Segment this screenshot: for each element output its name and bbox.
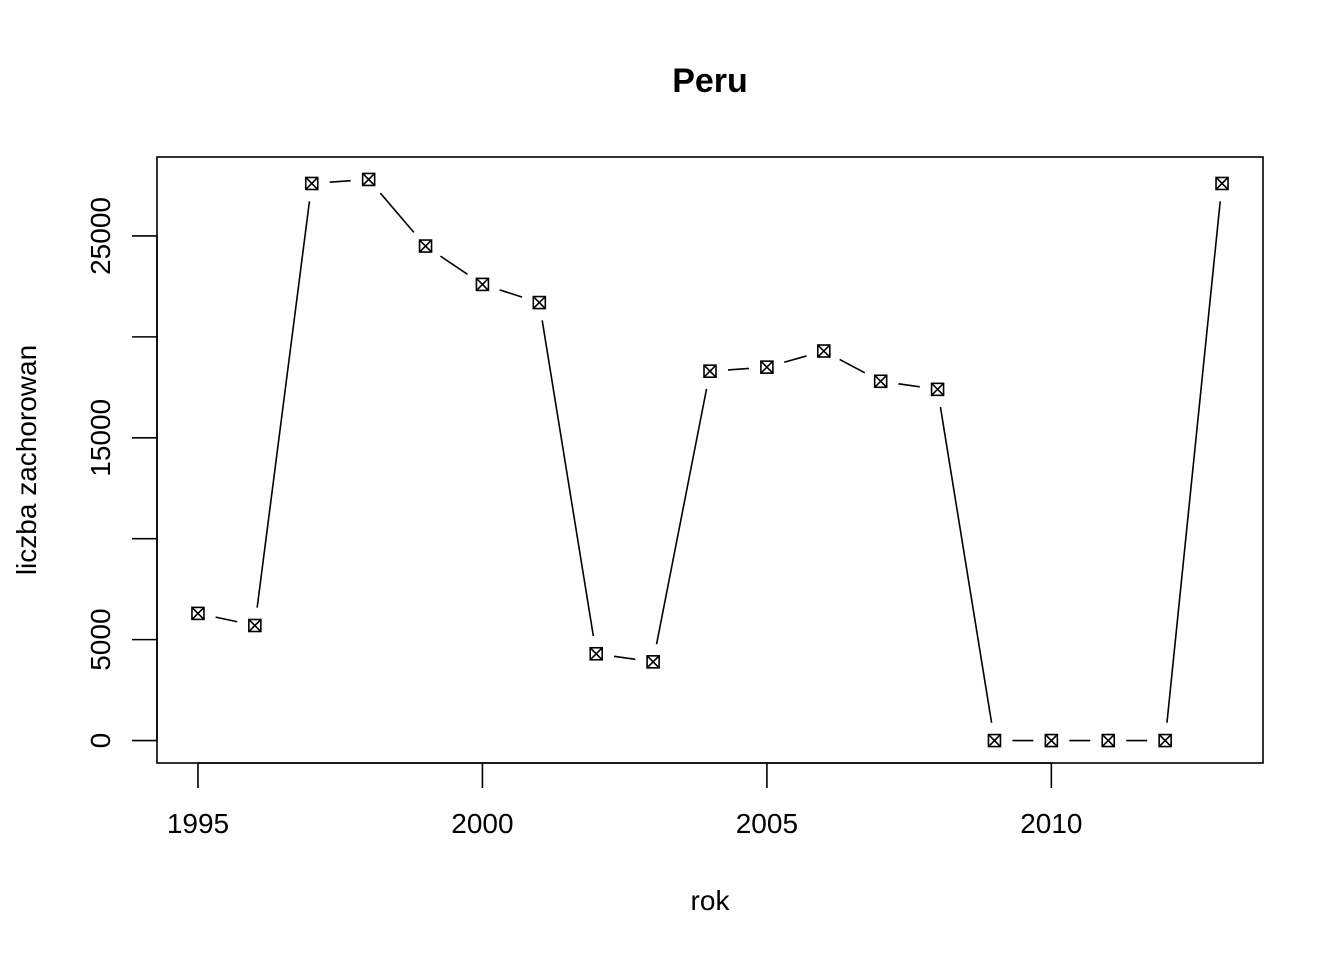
data-point bbox=[532, 295, 547, 310]
data-point bbox=[987, 733, 1002, 748]
y-axis-label: liczba zachorowan bbox=[11, 345, 42, 575]
y-tick-label: 25000 bbox=[85, 197, 116, 275]
x-axis-label: rok bbox=[691, 885, 731, 916]
data-point-square bbox=[418, 239, 433, 253]
data-point bbox=[760, 360, 774, 374]
x-tick-label: 2010 bbox=[1020, 808, 1082, 839]
data-point-cross bbox=[760, 360, 774, 374]
line-segment bbox=[655, 388, 708, 645]
line-segment bbox=[939, 406, 993, 723]
x-tick-label: 2000 bbox=[451, 808, 513, 839]
data-point-square bbox=[1158, 733, 1172, 748]
data-point-cross bbox=[475, 277, 489, 291]
line-segment bbox=[379, 192, 415, 233]
line-segment bbox=[839, 358, 866, 374]
data-point-square bbox=[191, 606, 205, 621]
data-point bbox=[646, 655, 660, 669]
data-point-square bbox=[1044, 733, 1059, 748]
data-point-cross bbox=[931, 382, 945, 396]
data-point-square bbox=[703, 364, 717, 378]
line-segment bbox=[256, 201, 311, 608]
data-point-square bbox=[304, 176, 319, 191]
chart-title: Peru bbox=[672, 62, 748, 100]
data-point-square bbox=[475, 277, 490, 292]
data-point-cross bbox=[646, 655, 660, 669]
data-point bbox=[816, 344, 831, 358]
data-point-square bbox=[646, 655, 660, 669]
data-point-cross bbox=[1215, 176, 1229, 191]
data-point-square bbox=[1101, 733, 1116, 748]
data-point-square bbox=[589, 646, 604, 661]
y-tick-label: 15000 bbox=[85, 399, 116, 477]
y-tick-label: 5000 bbox=[85, 608, 116, 670]
data-point bbox=[248, 618, 262, 633]
y-axis: 0 5000 15000 25000 bbox=[85, 197, 158, 749]
line-segment bbox=[329, 179, 351, 184]
data-point bbox=[930, 382, 945, 397]
data-point-cross bbox=[418, 239, 433, 253]
line-segment bbox=[783, 355, 807, 364]
data-point bbox=[703, 364, 717, 378]
data-point-square bbox=[873, 374, 888, 389]
line-segment bbox=[898, 383, 920, 388]
data-point-cross bbox=[817, 344, 831, 358]
data-point bbox=[1101, 733, 1116, 748]
plot-frame bbox=[156, 156, 1264, 764]
data-point-square bbox=[816, 344, 831, 358]
data-point-cross bbox=[248, 618, 262, 633]
data-point-square bbox=[930, 382, 945, 397]
data-point-square bbox=[760, 360, 774, 374]
data-point bbox=[361, 172, 376, 187]
data-point-cross bbox=[703, 364, 717, 378]
data-point-square bbox=[1215, 176, 1229, 191]
data-point-cross bbox=[362, 172, 376, 187]
line-segment bbox=[541, 320, 595, 637]
data-point-square bbox=[248, 618, 262, 633]
x-axis: 1995 2000 2005 2010 bbox=[167, 762, 1083, 839]
data-point-cross bbox=[589, 647, 603, 661]
data-point-square bbox=[987, 733, 1002, 748]
x-tick-label: 2005 bbox=[736, 808, 798, 839]
x-tick-label: 1995 bbox=[167, 808, 229, 839]
data-point bbox=[1158, 733, 1172, 748]
data-point bbox=[304, 176, 319, 191]
line-segment bbox=[613, 655, 636, 661]
line-segment bbox=[1166, 201, 1222, 723]
data-point bbox=[475, 277, 490, 292]
line-segment bbox=[727, 367, 749, 371]
data-point bbox=[418, 239, 433, 253]
data-point-cross bbox=[1044, 733, 1058, 748]
data-point-cross bbox=[1158, 733, 1172, 748]
data-point-square bbox=[532, 295, 547, 310]
data-point-square bbox=[361, 172, 376, 187]
data-point-cross bbox=[532, 296, 546, 310]
data-point-cross bbox=[191, 606, 205, 620]
line-segment bbox=[499, 289, 523, 298]
line-segment bbox=[440, 255, 468, 276]
data-point-cross bbox=[1101, 733, 1115, 748]
data-point-cross bbox=[987, 733, 1002, 748]
y-tick-label: 0 bbox=[85, 733, 116, 749]
data-point bbox=[191, 606, 205, 621]
data-series bbox=[191, 172, 1229, 748]
data-point bbox=[1215, 176, 1229, 191]
data-point bbox=[589, 646, 604, 661]
data-point bbox=[873, 374, 888, 389]
data-point bbox=[1044, 733, 1059, 748]
data-point-cross bbox=[305, 176, 319, 191]
data-point-cross bbox=[874, 374, 888, 388]
line-segment bbox=[215, 616, 238, 623]
